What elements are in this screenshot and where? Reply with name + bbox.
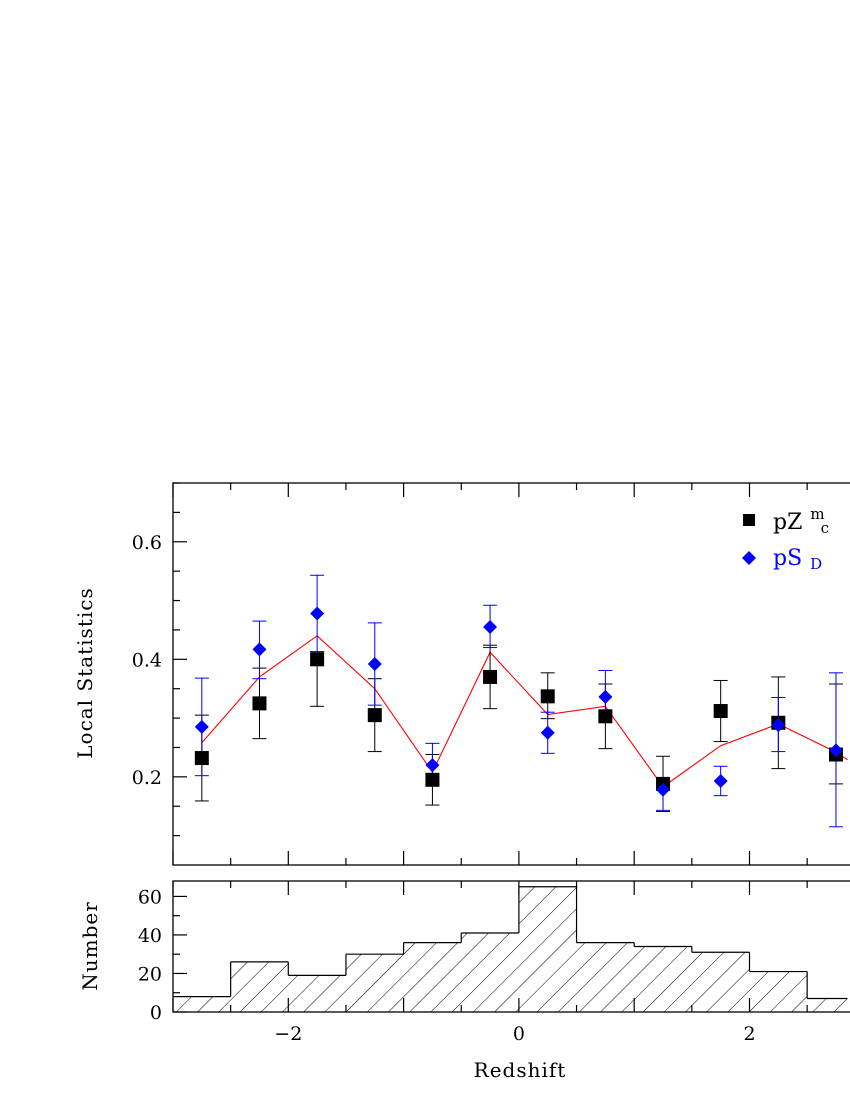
ps-point	[194, 719, 209, 734]
pz-point	[425, 772, 440, 787]
legend: pZ m c pS D	[742, 500, 832, 573]
ps-point	[483, 619, 498, 634]
legend-label-pz: pZ m c	[773, 500, 832, 537]
ps-point	[540, 725, 555, 740]
bottom-panel-data	[173, 886, 848, 1012]
histogram-bar	[807, 998, 848, 1012]
histogram-bar	[518, 886, 577, 1012]
y-axis-title-top: Local Statistics	[73, 587, 97, 758]
x-tick-label: −2	[274, 1023, 302, 1045]
pz-point	[483, 669, 498, 684]
top-panel: 0.2 0.4 0.6 Local Statistics pZ m c pS D	[73, 482, 850, 866]
model-line	[201, 635, 848, 788]
legend-label-ps: pS D	[773, 546, 822, 573]
top-panel-ticks: 0.2 0.4 0.6	[132, 482, 808, 865]
pz-point	[540, 689, 555, 704]
histogram-bar	[691, 952, 750, 1012]
pz-point	[252, 696, 267, 711]
ps-point	[771, 718, 786, 733]
y-tick-label: 0.4	[132, 649, 162, 671]
legend-label-ps-sub: D	[810, 555, 822, 573]
ps-point	[425, 758, 440, 773]
histogram-bar	[288, 975, 346, 1012]
legend-marker-pz	[743, 514, 755, 526]
pz-point	[367, 708, 382, 723]
y-axis-title-bottom: Number	[78, 901, 102, 991]
histogram-bar	[634, 946, 692, 1012]
x-tick-label: 0	[513, 1023, 525, 1045]
histogram-bar	[576, 942, 635, 1012]
ps-point	[310, 606, 325, 621]
x-axis-title: Redshift	[474, 1058, 567, 1082]
histogram-bar	[173, 996, 231, 1012]
histogram-bar	[461, 933, 519, 1012]
histogram-bar	[345, 954, 404, 1012]
legend-label-ps-base: pS	[773, 546, 802, 571]
histogram-bar	[749, 971, 808, 1012]
histogram-bar	[403, 942, 462, 1012]
ps-point	[656, 782, 671, 797]
ps-point	[713, 773, 728, 788]
legend-label-pz-sup: m	[810, 505, 824, 523]
ps-point	[367, 657, 382, 672]
bottom-panel: 0 20 40 60 −2 0 2 Number Redshift	[78, 880, 850, 1082]
pz-point	[194, 751, 209, 766]
y-tick-label: 0	[150, 1002, 162, 1024]
top-panel-data	[194, 574, 848, 828]
ps-point	[598, 689, 613, 704]
y-tick-label: 40	[138, 925, 162, 947]
x-tick-label: 2	[743, 1023, 755, 1045]
bottom-panel-frame	[172, 880, 850, 1013]
legend-marker-ps	[742, 551, 756, 565]
top-panel-frame	[172, 482, 850, 866]
y-tick-label: 0.6	[132, 532, 162, 554]
histogram-bar	[230, 961, 289, 1012]
y-tick-label: 0.2	[132, 767, 162, 789]
y-tick-label: 20	[138, 963, 162, 985]
pz-point	[598, 709, 613, 724]
ps-point	[828, 743, 843, 758]
ps-point	[252, 642, 267, 657]
y-tick-label: 60	[138, 886, 162, 908]
legend-label-pz-base: pZ	[773, 510, 802, 535]
pz-point	[310, 652, 325, 667]
legend-label-pz-sub: c	[821, 519, 829, 537]
bottom-panel-ticks: 0 20 40 60 −2 0 2	[138, 881, 808, 1045]
pz-point	[713, 704, 728, 719]
